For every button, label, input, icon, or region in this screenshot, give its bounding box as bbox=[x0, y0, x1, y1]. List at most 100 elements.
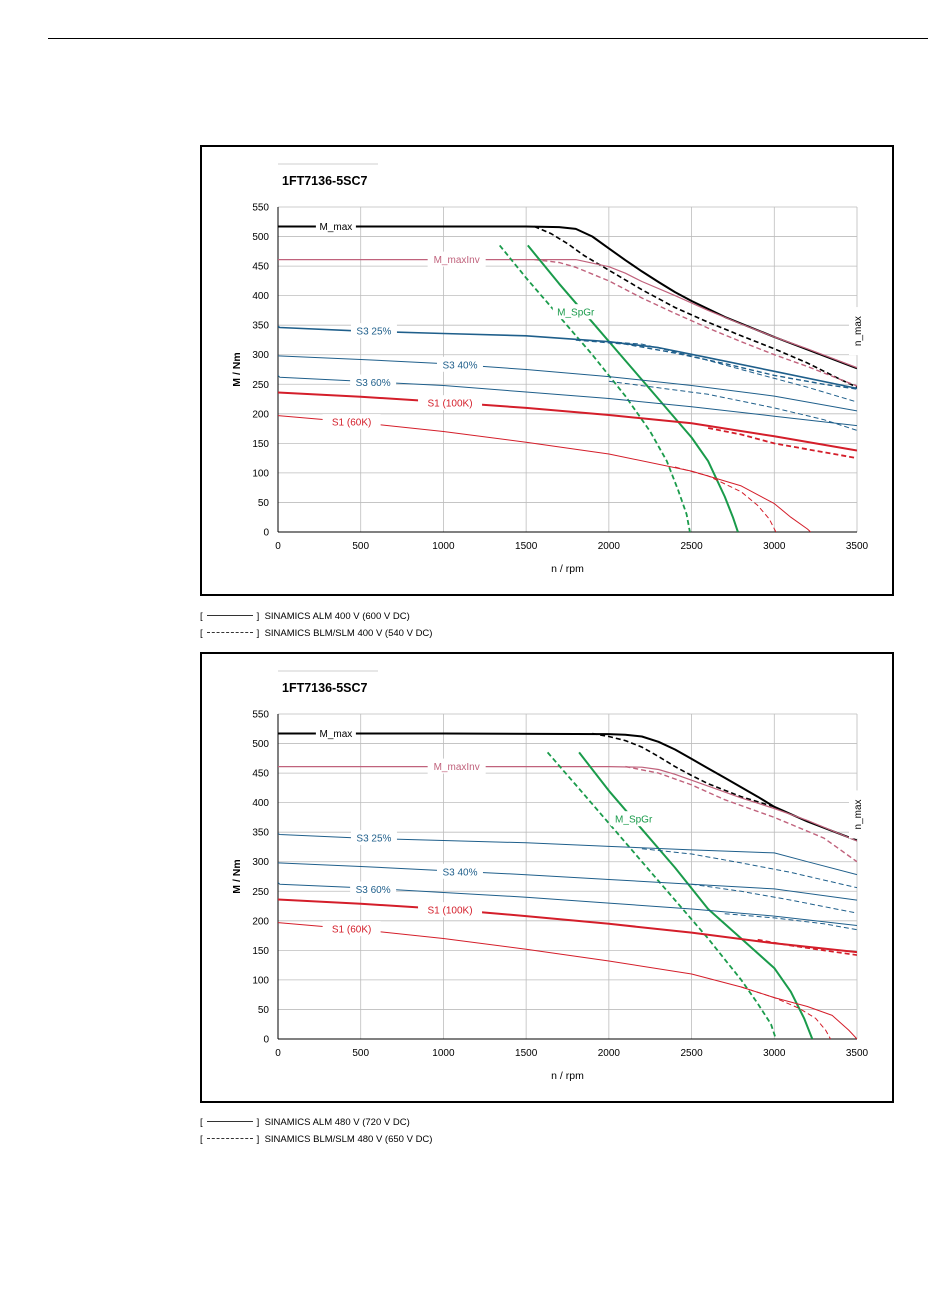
y-tick-label: 150 bbox=[252, 946, 269, 957]
chart-panel-2: 1FT7136-5SC7 0 500 1000 1500 2000 2500 3000 3500… bbox=[200, 652, 894, 1103]
legend-text: SINAMICS ALM 400 V (600 V DC) bbox=[264, 611, 410, 622]
chart-1-legend-solid: [] SINAMICS ALM 400 V (600 V DC) bbox=[200, 611, 410, 622]
y-tick-label: 550 bbox=[252, 710, 269, 721]
x-axis-label: n / rpm bbox=[551, 1070, 584, 1082]
y-tick-label: 100 bbox=[252, 468, 269, 479]
legend-bracket-close: ] bbox=[256, 628, 260, 639]
series-line-dashed bbox=[499, 244, 691, 532]
chart-1-legend-dashed: [] SINAMICS BLM/SLM 400 V (540 V DC) bbox=[200, 628, 432, 639]
legend-bracket-close: ] bbox=[256, 1117, 260, 1128]
y-tick-label: 300 bbox=[252, 350, 269, 361]
series-line-dashed bbox=[608, 380, 857, 431]
y-tick-label: 450 bbox=[252, 262, 269, 273]
series-line-dashed bbox=[534, 225, 857, 388]
series-line-dashed bbox=[741, 986, 831, 1039]
y-tick-label: 250 bbox=[252, 887, 269, 898]
series-line-dashed bbox=[575, 339, 857, 390]
legend-bracket-open: [ bbox=[200, 628, 203, 639]
x-tick-label: 0 bbox=[275, 541, 281, 552]
y-tick-label: 100 bbox=[252, 975, 269, 986]
series-label: M_SpGr bbox=[557, 308, 595, 319]
series-line-dashed bbox=[592, 732, 775, 808]
legend-text: SINAMICS ALM 480 V (720 V DC) bbox=[264, 1117, 410, 1128]
y-tick-label: 400 bbox=[252, 291, 269, 302]
legend-bracket-close: ] bbox=[256, 611, 260, 622]
series-label: S1 (60K) bbox=[332, 925, 371, 936]
series-line-m-spgr bbox=[578, 751, 814, 1039]
series-label: S1 (60K) bbox=[332, 418, 371, 429]
annotation-bg bbox=[849, 307, 865, 356]
y-tick-label: 400 bbox=[252, 798, 269, 809]
y-tick-label: 150 bbox=[252, 439, 269, 450]
series-line-s1-100k- bbox=[278, 898, 857, 954]
series-line-s3-60- bbox=[278, 882, 857, 926]
n-max-annotation: n_max bbox=[853, 799, 864, 829]
x-tick-label: 2500 bbox=[680, 541, 703, 552]
y-tick-label: 350 bbox=[252, 321, 269, 332]
series-label-bg bbox=[350, 323, 397, 339]
series-label-bg bbox=[436, 863, 483, 879]
y-tick-label: 50 bbox=[258, 498, 270, 509]
annotation-bg bbox=[849, 790, 865, 839]
series-label-bg bbox=[436, 356, 483, 372]
series-line-dashed bbox=[674, 466, 777, 532]
y-axis-label: M / Nm bbox=[231, 352, 243, 386]
series-label-bg bbox=[350, 374, 397, 390]
y-tick-label: 450 bbox=[252, 769, 269, 780]
series-line-s3-40- bbox=[278, 355, 857, 412]
chart-title: 1FT7136-5SC7 bbox=[282, 681, 368, 695]
series-line-s1-100k- bbox=[278, 391, 857, 452]
series-line-s3-40- bbox=[278, 862, 857, 901]
series-label-bg bbox=[322, 414, 381, 430]
legend-dashed-line-icon bbox=[206, 1137, 253, 1139]
series-label: S3 60% bbox=[356, 885, 391, 896]
legend-solid-line-icon bbox=[206, 1120, 253, 1122]
legend-solid-line-icon bbox=[206, 614, 253, 616]
legend-dashed-line-icon bbox=[206, 631, 253, 633]
legend-text: SINAMICS BLM/SLM 480 V (650 V DC) bbox=[264, 1134, 433, 1145]
series-line-dashed bbox=[707, 427, 857, 459]
series-label-bg bbox=[418, 395, 483, 411]
x-axis-label: n / rpm bbox=[551, 563, 584, 575]
series-label: S3 40% bbox=[442, 360, 477, 371]
series-label: M_max bbox=[320, 729, 353, 740]
x-tick-label: 3500 bbox=[846, 1048, 869, 1059]
series-label: M_max bbox=[320, 222, 353, 233]
series-label-bg bbox=[315, 218, 356, 234]
series-group bbox=[278, 732, 857, 1039]
x-tick-label: 1000 bbox=[432, 541, 455, 552]
y-tick-label: 350 bbox=[252, 828, 269, 839]
series-line-m-maxinv bbox=[278, 258, 857, 369]
y-tick-label: 0 bbox=[263, 528, 269, 539]
x-tick-label: 500 bbox=[352, 541, 369, 552]
x-tick-label: 1500 bbox=[515, 541, 538, 552]
x-tick-label: 2000 bbox=[598, 541, 621, 552]
series-line-s3-60- bbox=[278, 375, 857, 427]
chart-title: 1FT7136-5SC7 bbox=[282, 174, 368, 188]
y-tick-label: 250 bbox=[252, 380, 269, 391]
x-tick-label: 2500 bbox=[680, 1048, 703, 1059]
series-label: S1 (100K) bbox=[428, 906, 473, 917]
y-axis-label: M / Nm bbox=[231, 859, 243, 893]
y-tick-label: 300 bbox=[252, 857, 269, 868]
x-tick-label: 1000 bbox=[432, 1048, 455, 1059]
series-group bbox=[278, 225, 857, 532]
series-label-bg bbox=[322, 921, 381, 937]
series-label: S3 25% bbox=[356, 834, 391, 845]
y-tick-label: 0 bbox=[263, 1035, 269, 1046]
legend-bracket-open: [ bbox=[200, 1134, 203, 1145]
series-label: M_SpGr bbox=[615, 815, 653, 826]
x-tick-label: 1500 bbox=[515, 1048, 538, 1059]
series-line-m-max bbox=[278, 225, 857, 370]
series-label-bg bbox=[427, 251, 486, 267]
y-tick-label: 50 bbox=[258, 1005, 270, 1016]
series-line-dashed bbox=[757, 938, 857, 956]
x-tick-label: 0 bbox=[275, 1048, 281, 1059]
series-line-s1-60k- bbox=[278, 922, 857, 1039]
series-label-bg bbox=[610, 811, 657, 827]
x-tick-label: 2000 bbox=[598, 1048, 621, 1059]
x-tick-label: 3000 bbox=[763, 1048, 786, 1059]
series-line-dashed bbox=[641, 848, 857, 889]
